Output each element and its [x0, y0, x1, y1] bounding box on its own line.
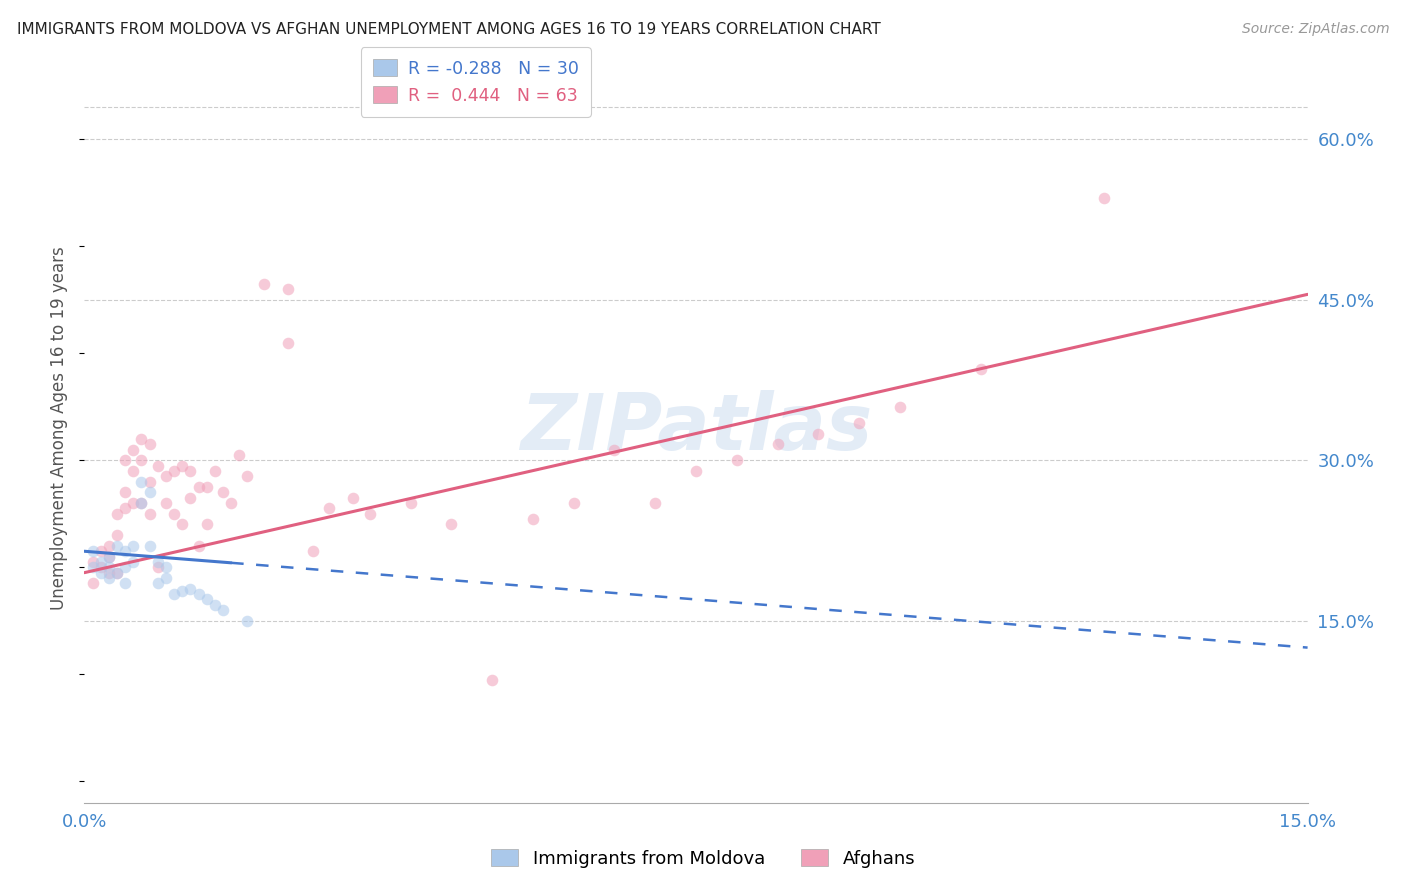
Point — [236, 469, 259, 483]
Point — [155, 560, 177, 574]
Point — [163, 464, 186, 478]
Point — [97, 549, 120, 564]
Point — [195, 517, 218, 532]
Point — [725, 453, 748, 467]
Point — [131, 432, 153, 446]
Point — [146, 458, 169, 473]
Point — [138, 485, 160, 500]
Legend: Immigrants from Moldova, Afghans: Immigrants from Moldova, Afghans — [484, 842, 922, 875]
Point — [172, 517, 194, 532]
Point — [138, 539, 160, 553]
Point — [195, 592, 218, 607]
Point — [146, 560, 169, 574]
Point — [219, 496, 242, 510]
Point — [122, 539, 145, 553]
Point — [146, 576, 169, 591]
Point — [1092, 191, 1115, 205]
Point — [187, 480, 209, 494]
Point — [440, 517, 463, 532]
Point — [82, 576, 104, 591]
Point — [163, 587, 186, 601]
Point — [228, 448, 250, 462]
Point — [277, 335, 299, 350]
Point — [105, 539, 128, 553]
Point — [155, 496, 177, 510]
Point — [105, 507, 128, 521]
Point — [97, 571, 120, 585]
Point — [114, 560, 136, 574]
Text: Source: ZipAtlas.com: Source: ZipAtlas.com — [1241, 22, 1389, 37]
Point — [138, 475, 160, 489]
Point — [342, 491, 364, 505]
Point — [970, 362, 993, 376]
Text: IMMIGRANTS FROM MOLDOVA VS AFGHAN UNEMPLOYMENT AMONG AGES 16 TO 19 YEARS CORRELA: IMMIGRANTS FROM MOLDOVA VS AFGHAN UNEMPL… — [17, 22, 880, 37]
Point — [122, 442, 145, 457]
Point — [146, 555, 169, 569]
Point — [90, 560, 112, 574]
Point — [172, 583, 194, 598]
Point — [848, 416, 870, 430]
Point — [82, 544, 104, 558]
Point — [603, 442, 626, 457]
Point — [138, 437, 160, 451]
Point — [122, 555, 145, 569]
Point — [179, 464, 201, 478]
Point — [114, 501, 136, 516]
Point — [131, 453, 153, 467]
Point — [97, 566, 120, 580]
Point — [155, 571, 177, 585]
Point — [889, 400, 911, 414]
Point — [105, 566, 128, 580]
Point — [172, 458, 194, 473]
Point — [187, 587, 209, 601]
Y-axis label: Unemployment Among Ages 16 to 19 years: Unemployment Among Ages 16 to 19 years — [51, 246, 69, 610]
Point — [253, 277, 276, 291]
Point — [138, 507, 160, 521]
Point — [359, 507, 381, 521]
Point — [90, 555, 112, 569]
Point — [97, 539, 120, 553]
Legend: R = -0.288   N = 30, R =  0.444   N = 63: R = -0.288 N = 30, R = 0.444 N = 63 — [361, 47, 591, 117]
Point — [97, 549, 120, 564]
Point — [114, 485, 136, 500]
Point — [195, 480, 218, 494]
Point — [481, 673, 503, 687]
Point — [807, 426, 830, 441]
Text: ZIPatlas: ZIPatlas — [520, 390, 872, 467]
Point — [562, 496, 585, 510]
Point — [97, 560, 120, 574]
Point — [179, 582, 201, 596]
Point — [114, 544, 136, 558]
Point — [114, 453, 136, 467]
Point — [301, 544, 323, 558]
Point — [179, 491, 201, 505]
Point — [766, 437, 789, 451]
Point — [90, 566, 112, 580]
Point — [212, 603, 235, 617]
Point — [399, 496, 422, 510]
Point — [204, 598, 226, 612]
Point — [163, 507, 186, 521]
Point — [82, 560, 104, 574]
Point — [212, 485, 235, 500]
Point — [122, 496, 145, 510]
Point — [105, 528, 128, 542]
Point — [644, 496, 666, 510]
Point — [131, 496, 153, 510]
Point — [105, 566, 128, 580]
Point — [122, 464, 145, 478]
Point — [187, 539, 209, 553]
Point — [318, 501, 340, 516]
Point — [522, 512, 544, 526]
Point — [277, 282, 299, 296]
Point — [204, 464, 226, 478]
Point — [155, 469, 177, 483]
Point — [131, 496, 153, 510]
Point — [236, 614, 259, 628]
Point — [114, 576, 136, 591]
Point — [131, 475, 153, 489]
Point — [90, 544, 112, 558]
Point — [82, 555, 104, 569]
Point — [685, 464, 707, 478]
